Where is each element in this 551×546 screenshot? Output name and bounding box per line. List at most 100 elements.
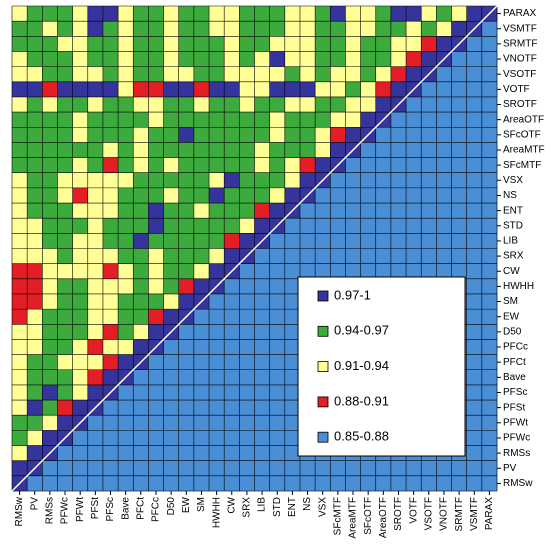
- cell: [87, 81, 104, 98]
- cell: [148, 6, 164, 22]
- cell: [284, 248, 301, 264]
- cell: [178, 203, 195, 219]
- x-tick-label: VSMTF: [469, 497, 480, 531]
- cell: [406, 96, 422, 113]
- cell: [481, 309, 498, 325]
- cell: [178, 172, 195, 189]
- cell: [239, 142, 255, 158]
- x-tick-label: EW: [181, 496, 192, 513]
- cell: [451, 66, 467, 83]
- cell: [178, 112, 195, 128]
- cell: [299, 475, 316, 492]
- cell: [72, 324, 89, 340]
- cell: [12, 6, 28, 22]
- cell: [284, 445, 301, 461]
- y-tick-label: SRMTF: [503, 39, 537, 50]
- cell: [193, 172, 210, 189]
- cell: [254, 6, 270, 22]
- cell: [163, 127, 180, 143]
- cell: [224, 415, 240, 431]
- cell: [269, 157, 286, 174]
- cell: [269, 475, 286, 492]
- cell: [375, 36, 392, 52]
- x-tick-label: VSX: [317, 497, 328, 517]
- cell: [87, 157, 104, 174]
- legend: 0.97-1 0.94-0.97 0.91-0.94 0.88-0.91 0.85-0.…: [297, 276, 466, 457]
- cell: [466, 96, 483, 113]
- x-tick-label: D50: [166, 497, 177, 516]
- x-tick-label: PFCt: [135, 497, 146, 520]
- cell: [178, 278, 195, 295]
- cell: [481, 36, 498, 52]
- cell: [72, 278, 89, 295]
- cell: [72, 248, 89, 264]
- cell: [27, 218, 43, 234]
- cell: [390, 460, 407, 477]
- cell: [178, 324, 195, 340]
- cell: [330, 81, 346, 98]
- cell: [148, 384, 164, 401]
- cell: [269, 369, 286, 386]
- cell: [118, 354, 134, 371]
- cell: [269, 6, 286, 22]
- cell: [254, 400, 270, 416]
- diagonal: [11, 5, 498, 492]
- cell: [481, 369, 498, 386]
- cell: [466, 309, 483, 325]
- cell: [390, 263, 407, 280]
- labels: PARAX VSMTF SRMTF VNOTF VSOTF VOTF SROTF AreaOT…: [14, 8, 544, 538]
- cell: [57, 263, 73, 280]
- cell: [148, 127, 164, 143]
- cell: [209, 112, 225, 128]
- cell: [102, 278, 119, 295]
- cell: [239, 445, 255, 461]
- legend-label: 0.91-0.94: [334, 358, 389, 373]
- cell: [148, 400, 164, 416]
- x-tick-label: SRMTF: [454, 497, 465, 531]
- cell: [178, 248, 195, 264]
- cell: [421, 96, 437, 113]
- cell: [12, 263, 28, 280]
- cell: [193, 36, 210, 52]
- cell: [436, 157, 452, 174]
- cell: [57, 369, 73, 386]
- cell: [299, 112, 316, 128]
- cell: [57, 157, 73, 174]
- y-tick-label: ENT: [503, 205, 523, 216]
- cell: [133, 430, 149, 446]
- cell: [193, 475, 210, 492]
- cell: [330, 203, 346, 219]
- cell: [27, 187, 43, 204]
- cell: [224, 278, 240, 295]
- x-tick-label: CW: [226, 496, 237, 513]
- cell: [481, 460, 498, 477]
- cell: [239, 460, 255, 477]
- y-tick-label: PFWc: [503, 433, 530, 444]
- cell: [466, 445, 483, 461]
- cell: [224, 293, 240, 310]
- cell: [436, 127, 452, 143]
- cell: [390, 6, 407, 22]
- cell: [42, 66, 58, 83]
- y-tick-label: Bave: [503, 372, 526, 383]
- cell: [209, 51, 225, 67]
- cell: [315, 475, 331, 492]
- cell: [315, 96, 331, 113]
- cell: [284, 293, 301, 310]
- cell: [375, 187, 392, 204]
- legend-swatch: [317, 396, 329, 408]
- cell: [42, 51, 58, 67]
- cell: [178, 354, 195, 371]
- cell: [118, 248, 134, 264]
- cell: [193, 6, 210, 22]
- cell: [118, 112, 134, 128]
- cell: [72, 6, 89, 22]
- cell: [27, 248, 43, 264]
- cell: [239, 96, 255, 113]
- cell: [224, 218, 240, 234]
- cell: [193, 248, 210, 264]
- cell: [315, 6, 331, 22]
- y-tick-label: VNOTF: [503, 54, 537, 65]
- cell: [299, 96, 316, 113]
- cell: [148, 309, 164, 325]
